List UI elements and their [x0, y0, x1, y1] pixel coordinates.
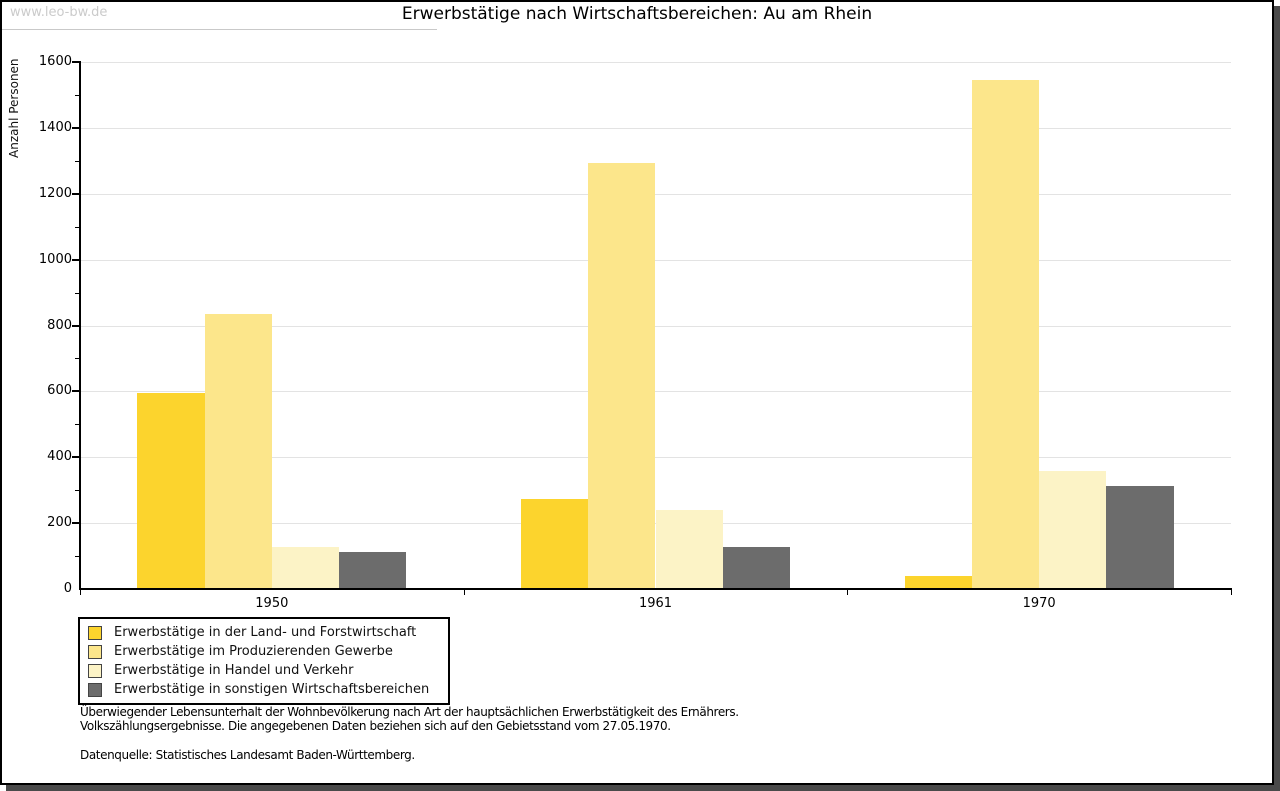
y-axis-line	[79, 61, 81, 590]
legend-box: Erwerbstätige in der Land- und Forstwirt…	[78, 617, 450, 705]
legend-swatch-produzierendes-gewerbe	[88, 644, 102, 659]
y-gridline	[81, 62, 1231, 63]
legend-swatch-land-forstwirtschaft	[88, 625, 102, 640]
legend-row: Erwerbstätige in sonstigen Wirtschaftsbe…	[86, 680, 442, 699]
footnote-line-1: Überwiegender Lebensunterhalt der Wohnbe…	[80, 705, 739, 719]
bar-1950-produzierendes-gewerbe	[204, 313, 272, 589]
y-tick-label: 1400	[38, 119, 72, 135]
y-tick-minor	[75, 292, 80, 294]
bar-1961-produzierendes-gewerbe	[588, 163, 656, 589]
x-axis-line	[79, 588, 1232, 590]
y-tick-minor	[75, 358, 80, 360]
y-tick-major	[72, 456, 80, 459]
bar-1970-land-forstwirtschaft	[904, 575, 972, 589]
legend-label: Erwerbstätige im Produzierenden Gewerbe	[114, 644, 393, 659]
bar-1970-handel-verkehr	[1039, 471, 1107, 589]
bar-1961-sonstige-wirtschaftsbereiche	[722, 547, 790, 589]
y-tick-minor	[75, 490, 80, 492]
window-shadow-right	[1274, 6, 1280, 791]
bar-1950-land-forstwirtschaft	[137, 393, 205, 589]
legend-label: Erwerbstätige in der Land- und Forstwirt…	[114, 625, 417, 640]
legend-row: Erwerbstätige in der Land- und Forstwirt…	[86, 623, 442, 642]
y-tick-minor	[75, 424, 80, 426]
legend-swatch-sonstige-wirtschaftsbereiche	[88, 682, 102, 697]
site-watermark: www.leo-bw.de	[10, 5, 108, 20]
legend-label: Erwerbstätige in Handel und Verkehr	[114, 663, 354, 678]
y-tick-label: 1000	[38, 251, 72, 267]
y-tick-label: 0	[63, 581, 72, 596]
y-tick-major	[72, 126, 80, 129]
bar-1961-land-forstwirtschaft	[521, 499, 589, 589]
y-gridline	[81, 391, 1231, 393]
y-gridline	[81, 127, 1231, 129]
y-tick-minor	[75, 160, 80, 162]
y-tick-minor	[75, 556, 80, 558]
y-tick-label: 800	[47, 317, 72, 333]
y-gridline	[81, 193, 1231, 195]
page-title: Erwerbstätige nach Wirtschaftsbereichen:…	[401, 4, 873, 24]
y-tick-label: 1200	[38, 185, 72, 201]
y-tick-major	[72, 390, 80, 393]
legend-row: Erwerbstätige in Handel und Verkehr	[86, 661, 442, 680]
y-tick-label: 200	[47, 515, 72, 531]
data-source-line: Datenquelle: Statistisches Landesamt Bad…	[80, 748, 415, 762]
y-gridline	[81, 259, 1231, 261]
footnote-line-2: Volkszählungsergebnisse. Die angegebenen…	[80, 719, 671, 733]
bar-1970-produzierendes-gewerbe	[971, 80, 1040, 589]
legend-row: Erwerbstätige im Produzierenden Gewerbe	[86, 642, 442, 661]
category-boundary-tick	[80, 590, 81, 595]
bar-1961-handel-verkehr	[655, 509, 723, 589]
window-shadow-bottom	[6, 785, 1280, 791]
y-tick-major	[72, 61, 80, 63]
legend-label: Erwerbstätige in sonstigen Wirtschaftsbe…	[114, 682, 430, 697]
header-divider	[2, 29, 437, 30]
x-category-label: 1970	[1022, 596, 1056, 611]
y-tick-major	[72, 258, 80, 261]
y-tick-label: 600	[47, 383, 72, 399]
y-tick-minor	[75, 226, 80, 228]
y-gridline	[81, 457, 1231, 459]
y-tick-major	[72, 192, 80, 195]
y-axis-title: Anzahl Personen	[7, 58, 21, 158]
category-boundary-tick	[463, 590, 465, 595]
y-tick-label: 1600	[38, 54, 72, 69]
x-category-label: 1961	[638, 596, 673, 611]
bar-1970-sonstige-wirtschaftsbereiche	[1106, 485, 1174, 589]
y-tick-major	[72, 324, 80, 327]
category-boundary-tick	[847, 590, 849, 595]
y-tick-label: 400	[47, 449, 72, 465]
x-category-label: 1950	[255, 596, 289, 611]
legend-swatch-handel-verkehr	[88, 663, 102, 678]
y-tick-major	[72, 522, 80, 525]
bar-1950-handel-verkehr	[271, 546, 340, 589]
bar-1950-sonstige-wirtschaftsbereiche	[339, 552, 407, 589]
y-tick-minor	[75, 94, 80, 96]
category-boundary-tick	[1231, 590, 1232, 595]
y-gridline	[81, 325, 1231, 327]
